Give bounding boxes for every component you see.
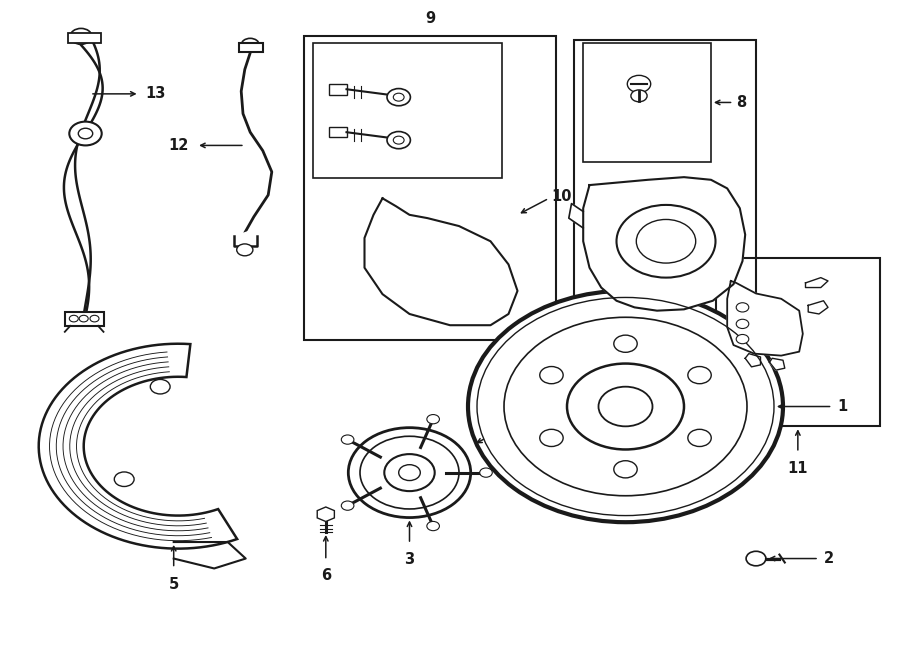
Circle shape — [504, 317, 747, 496]
Circle shape — [237, 244, 253, 256]
Polygon shape — [727, 281, 803, 356]
Circle shape — [480, 468, 492, 477]
Circle shape — [427, 522, 439, 531]
Circle shape — [348, 428, 471, 518]
Text: 2: 2 — [824, 551, 833, 566]
Polygon shape — [808, 301, 828, 314]
Circle shape — [736, 319, 749, 329]
Bar — [583, 43, 711, 162]
Circle shape — [393, 93, 404, 101]
Circle shape — [614, 461, 637, 478]
Circle shape — [627, 75, 651, 93]
Circle shape — [150, 379, 170, 394]
Polygon shape — [364, 198, 518, 325]
Circle shape — [746, 551, 766, 566]
Bar — [716, 258, 880, 426]
Text: 5: 5 — [168, 577, 179, 592]
Circle shape — [78, 128, 93, 139]
Circle shape — [631, 90, 647, 102]
Circle shape — [360, 436, 459, 509]
Text: 7: 7 — [660, 371, 670, 387]
Circle shape — [79, 315, 88, 322]
Circle shape — [736, 303, 749, 312]
Circle shape — [614, 335, 637, 352]
Circle shape — [399, 465, 420, 481]
Polygon shape — [174, 542, 246, 568]
Bar — [328, 84, 346, 95]
Text: 13: 13 — [146, 87, 166, 101]
Bar — [65, 312, 104, 326]
Polygon shape — [806, 278, 828, 288]
Polygon shape — [234, 231, 256, 246]
Circle shape — [567, 364, 684, 449]
Circle shape — [384, 454, 435, 491]
Circle shape — [69, 122, 102, 145]
Circle shape — [688, 430, 711, 447]
Circle shape — [540, 366, 563, 383]
Polygon shape — [745, 354, 760, 367]
Circle shape — [477, 297, 774, 516]
Circle shape — [736, 334, 749, 344]
Text: 3: 3 — [404, 552, 415, 567]
Polygon shape — [569, 204, 583, 228]
Text: 1: 1 — [837, 399, 847, 414]
Bar — [304, 36, 556, 340]
Circle shape — [114, 472, 134, 486]
Circle shape — [616, 205, 716, 278]
Circle shape — [387, 132, 410, 149]
Text: 8: 8 — [736, 95, 746, 110]
Circle shape — [387, 89, 410, 106]
Circle shape — [241, 38, 259, 52]
Text: 6: 6 — [320, 568, 331, 584]
Circle shape — [393, 136, 404, 144]
Circle shape — [341, 501, 354, 510]
Circle shape — [636, 219, 696, 263]
Circle shape — [90, 315, 99, 322]
Circle shape — [427, 414, 439, 424]
Circle shape — [341, 435, 354, 444]
Polygon shape — [39, 344, 238, 549]
Text: 12: 12 — [168, 138, 189, 153]
Text: 9: 9 — [425, 11, 436, 26]
Circle shape — [688, 366, 711, 383]
Text: 4: 4 — [516, 411, 526, 426]
Bar — [574, 40, 756, 337]
Polygon shape — [583, 177, 745, 311]
Bar — [238, 43, 263, 52]
Circle shape — [69, 315, 78, 322]
Circle shape — [598, 387, 652, 426]
Text: 10: 10 — [552, 189, 572, 204]
Circle shape — [468, 291, 783, 522]
Circle shape — [70, 28, 92, 44]
Bar — [68, 33, 101, 43]
Bar — [313, 43, 502, 178]
Circle shape — [540, 430, 563, 447]
Polygon shape — [770, 358, 785, 370]
Bar — [328, 127, 346, 137]
Text: 11: 11 — [788, 461, 808, 476]
